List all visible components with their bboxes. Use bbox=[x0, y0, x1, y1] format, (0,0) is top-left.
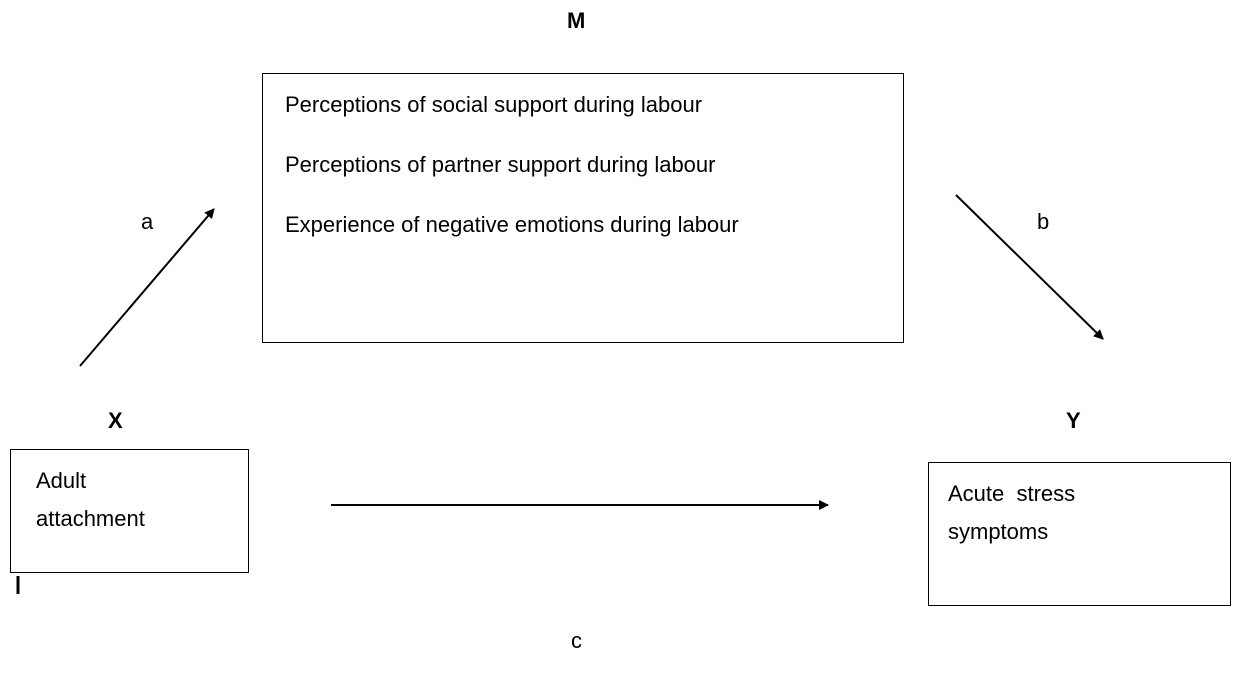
y-box: Acute stress symptoms bbox=[928, 462, 1231, 606]
mediator-item: Perceptions of social support during lab… bbox=[285, 92, 703, 117]
mediator-label: M bbox=[567, 8, 586, 33]
path-label: c bbox=[571, 628, 582, 653]
mediator-item: Perceptions of partner support during la… bbox=[285, 152, 716, 177]
y-label: Y bbox=[1066, 408, 1081, 433]
arrow-b bbox=[955, 194, 1104, 340]
path-label: b bbox=[1037, 209, 1050, 234]
x-label: X bbox=[108, 408, 123, 433]
arrow-a bbox=[79, 208, 215, 367]
x-node-text: Adult attachment bbox=[36, 468, 145, 531]
mediator-item: Experience of negative emotions during l… bbox=[285, 212, 739, 237]
y-node-text: Acute stress symptoms bbox=[948, 481, 1082, 544]
path-label: a bbox=[141, 209, 154, 234]
x-box: Adult attachment bbox=[10, 449, 249, 573]
mediator-box: Perceptions of social support during lab… bbox=[262, 73, 904, 343]
